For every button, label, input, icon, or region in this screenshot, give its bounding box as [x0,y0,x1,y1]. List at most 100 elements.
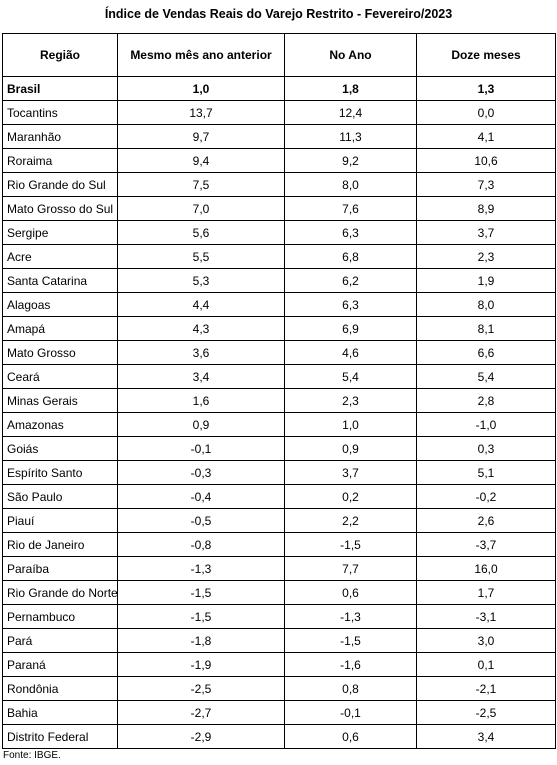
value-cell: -0,3 [117,460,285,485]
value-cell: 5,5 [117,244,285,269]
region-cell: Roraima [2,148,118,173]
value-cell: 11,3 [284,124,417,149]
table-row: Mato Grosso do Sul 7,0 7,6 8,9 [2,196,556,221]
value-cell: 5,6 [117,220,285,245]
value-cell: -1,8 [117,628,285,653]
value-cell: 1,8 [284,76,417,101]
value-cell: -2,1 [416,676,556,701]
region-cell: São Paulo [2,484,118,509]
title: Índice de Vendas Reais do Varejo Restrit… [104,7,453,21]
region-cell: Mato Grosso [2,340,118,365]
header-cell: No Ano [284,33,417,77]
value-cell: 7,0 [117,196,285,221]
value-cell: 16,0 [416,556,556,581]
value-cell: -1,0 [416,412,556,437]
region-cell: Goiás [2,436,118,461]
table-row: Goiás -0,1 0,9 0,3 [2,436,556,461]
region-cell: Pernambuco [2,604,118,629]
region-cell: Santa Catarina [2,268,118,293]
value-cell: 3,7 [416,220,556,245]
table-row: Sergipe 5,6 6,3 3,7 [2,220,556,245]
region-cell: Paraná [2,652,118,677]
value-cell: -1,9 [117,652,285,677]
value-cell: 0,0 [416,100,556,125]
table-row: Minas Gerais 1,6 2,3 2,8 [2,388,556,413]
value-cell: -2,5 [416,700,556,725]
value-cell: 0,2 [284,484,417,509]
table-row: Acre 5,5 6,8 2,3 [2,244,556,269]
value-cell: 4,4 [117,292,285,317]
value-cell: 3,7 [284,460,417,485]
region-cell: Maranhão [2,124,118,149]
value-cell: 4,3 [117,316,285,341]
table-row: Paraíba -1,3 7,7 16,0 [2,556,556,581]
table-row: Rio de Janeiro -0,8 -1,5 -3,7 [2,532,556,557]
value-cell: 6,3 [284,292,417,317]
value-cell: 1,0 [284,412,417,437]
table-row: São Paulo -0,4 0,2 -0,2 [2,484,556,509]
table-row: Ceará 3,4 5,4 5,4 [2,364,556,389]
value-cell: 7,5 [117,172,285,197]
footnote: Fonte: IBGE. [3,750,61,761]
region-cell: Amapá [2,316,118,341]
table-row: Distrito Federal -2,9 0,6 3,4 [2,724,556,749]
region-cell: Pará [2,628,118,653]
region-cell: Rio de Janeiro [2,532,118,557]
value-cell: 5,4 [284,364,417,389]
region-cell: Piauí [2,508,118,533]
value-cell: 8,0 [284,172,417,197]
value-cell: -3,1 [416,604,556,629]
value-cell: -0,2 [416,484,556,509]
table-row: Alagoas 4,4 6,3 8,0 [2,292,556,317]
value-cell: 2,3 [284,388,417,413]
region-cell: Alagoas [2,292,118,317]
region-cell: Amazonas [2,412,118,437]
value-cell: -1,5 [117,580,285,605]
table-row: Roraima 9,4 9,2 10,6 [2,148,556,173]
value-cell: 6,8 [284,244,417,269]
region-cell: Paraíba [2,556,118,581]
value-cell: 0,6 [284,724,417,749]
value-cell: 2,8 [416,388,556,413]
region-cell: Tocantins [2,100,118,125]
table-row: Rio Grande do Sul 7,5 8,0 7,3 [2,172,556,197]
table-body: Brasil 1,0 1,8 1,3 Tocantins 13,7 12,4 0,0 Maran… [2,76,556,749]
value-cell: 1,9 [416,268,556,293]
table-row: Pará -1,8 -1,5 3,0 [2,628,556,653]
value-cell: 1,3 [416,76,556,101]
region-cell: Sergipe [2,220,118,245]
value-cell: 1,0 [117,76,285,101]
value-cell: 6,9 [284,316,417,341]
table-row: Rio Grande do Norte -1,5 0,6 1,7 [2,580,556,605]
value-cell: -1,5 [117,604,285,629]
value-cell: -2,9 [117,724,285,749]
value-cell: -0,1 [284,700,417,725]
table-row: Amapá 4,3 6,9 8,1 [2,316,556,341]
value-cell: 12,4 [284,100,417,125]
header-row: Região Mesmo mês ano anterior No Ano Doze m… [2,33,556,77]
table-row: Piauí -0,5 2,2 2,6 [2,508,556,533]
value-cell: -3,7 [416,532,556,557]
region-cell: Acre [2,244,118,269]
value-cell: -0,8 [117,532,285,557]
value-cell: 6,3 [284,220,417,245]
value-cell: -2,5 [117,676,285,701]
value-cell: 9,4 [117,148,285,173]
header-cell: Mesmo mês ano anterior [117,33,285,77]
value-cell: 3,0 [416,628,556,653]
region-cell: Mato Grosso do Sul [2,196,118,221]
region-cell: Espírito Santo [2,460,118,485]
region-cell: Rio Grande do Norte [2,580,118,605]
value-cell: -1,6 [284,652,417,677]
value-cell: -1,5 [284,628,417,653]
value-cell: 3,6 [117,340,285,365]
table-row: Brasil 1,0 1,8 1,3 [2,76,556,101]
value-cell: 6,2 [284,268,417,293]
value-cell: -0,5 [117,508,285,533]
value-cell: 6,6 [416,340,556,365]
value-cell: 3,4 [117,364,285,389]
value-cell: 13,7 [117,100,285,125]
table-row: Bahia -2,7 -0,1 -2,5 [2,700,556,725]
table-row: Mato Grosso 3,6 4,6 6,6 [2,340,556,365]
value-cell: 5,1 [416,460,556,485]
